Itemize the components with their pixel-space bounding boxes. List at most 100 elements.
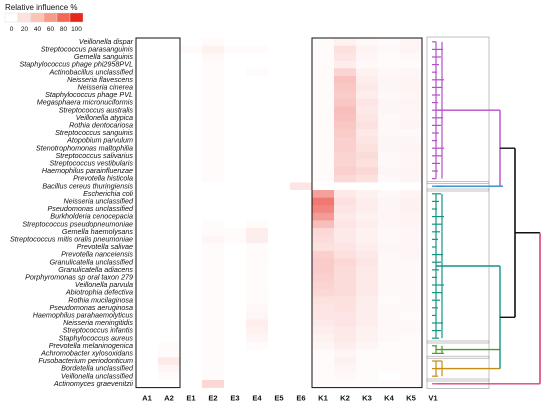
heatmap-cell (136, 197, 159, 206)
heatmap-cell (268, 357, 291, 366)
row-label: Gemella haemolysans (62, 227, 134, 236)
heatmap-cell (224, 319, 247, 328)
heatmap-cell (290, 76, 313, 84)
heatmap-cell (202, 311, 225, 320)
row-label: Granulicatella unclassified (50, 257, 135, 266)
heatmap-cell (158, 68, 181, 77)
heatmap-cell (312, 106, 335, 115)
heatmap-cell (356, 304, 379, 312)
heatmap-cell (158, 174, 181, 183)
heatmap-cell (136, 243, 159, 252)
heatmap-cell (246, 182, 269, 191)
row-label: Veillonella parvula (75, 280, 133, 289)
heatmap-cell (378, 212, 401, 221)
heatmap-cell (334, 273, 357, 282)
heatmap-cell (158, 197, 181, 206)
heatmap-cell (136, 266, 159, 274)
heatmap-cell (312, 296, 335, 305)
heatmap-cell (400, 98, 423, 107)
heatmap-cell (158, 212, 181, 221)
heatmap-cell (334, 60, 357, 69)
heatmap-cell (224, 357, 247, 366)
row-label: Neisseria meningitidis (63, 318, 133, 327)
heatmap-cell (378, 98, 401, 107)
heatmap-cell (158, 311, 181, 320)
heatmap-cell (356, 334, 379, 343)
heatmap-cell (158, 220, 181, 229)
heatmap-cell (334, 91, 357, 100)
heatmap-cell (224, 205, 247, 214)
heatmap-cell (224, 334, 247, 343)
heatmap-cell (180, 60, 203, 69)
heatmap-cell (334, 38, 357, 46)
heatmap-cell (400, 212, 423, 221)
heatmap-cell (378, 273, 401, 282)
heatmap-cell (136, 98, 159, 107)
heatmap-cell (312, 68, 335, 77)
heatmap-cell (268, 235, 291, 244)
heatmap-cell (136, 372, 159, 381)
heatmap-cell (224, 60, 247, 69)
heatmap-cell (136, 342, 159, 350)
heatmap-cell (202, 76, 225, 84)
heatmap-cell (246, 68, 269, 77)
heatmap-cell (224, 281, 247, 290)
heatmap-cell (356, 144, 379, 153)
heatmap-cell (334, 258, 357, 267)
heatmap-cell (356, 159, 379, 168)
heatmap-cell (224, 45, 247, 54)
heatmap-cell (378, 129, 401, 138)
heatmap-cell (334, 311, 357, 320)
heatmap-cell (334, 190, 357, 198)
heatmap-cell (202, 212, 225, 221)
heatmap-cell (290, 304, 313, 312)
heatmap-cell (158, 121, 181, 130)
row-label: Granulicatella adiacens (58, 265, 133, 274)
heatmap-cell (356, 114, 379, 122)
heatmap-cell (246, 167, 269, 176)
heatmap-cell (268, 121, 291, 130)
heatmap-cell (356, 136, 379, 145)
heatmap-cell (202, 281, 225, 290)
heatmap-cell (400, 83, 423, 92)
heatmap-cell (312, 83, 335, 92)
heatmap-cell (158, 349, 181, 358)
heatmap-cell (356, 311, 379, 320)
heatmap-cell (158, 243, 181, 252)
heatmap-cell (268, 152, 291, 160)
heatmap-cell (246, 266, 269, 274)
heatmap-cell (290, 45, 313, 54)
heatmap-cell (400, 266, 423, 274)
heatmap-cell (378, 167, 401, 176)
heatmap-cell (334, 342, 357, 350)
heatmap-cell (136, 182, 159, 191)
heatmap-cell (180, 205, 203, 214)
heatmap-cell (180, 38, 203, 46)
heatmap-cell (400, 174, 423, 183)
heatmap-cell (224, 197, 247, 206)
heatmap-cell (202, 235, 225, 244)
heatmap-cell (136, 228, 159, 236)
heatmap-cell (400, 106, 423, 115)
dendrogram (426, 36, 541, 389)
heatmap-cell (246, 296, 269, 305)
heatmap-cell (268, 334, 291, 343)
heatmap-cell (312, 235, 335, 244)
heatmap-cell (400, 159, 423, 168)
heatmap-cell (400, 342, 423, 350)
heatmap-cell (378, 235, 401, 244)
heatmap-cell (334, 182, 357, 191)
heatmap-cell (268, 212, 291, 221)
heatmap-cell (136, 326, 159, 335)
heatmap-cell (246, 197, 269, 206)
heatmap-cell (180, 228, 203, 236)
heatmap-cell (290, 121, 313, 130)
row-label: Neisseria flavescens (67, 75, 133, 84)
column-label: E4 (252, 394, 262, 403)
heatmap-cell (334, 83, 357, 92)
heatmap-cell (400, 250, 423, 259)
heatmap-cell (312, 304, 335, 312)
heatmap-cell (312, 258, 335, 267)
heatmap-cell (334, 121, 357, 130)
heatmap-cell (290, 380, 313, 388)
